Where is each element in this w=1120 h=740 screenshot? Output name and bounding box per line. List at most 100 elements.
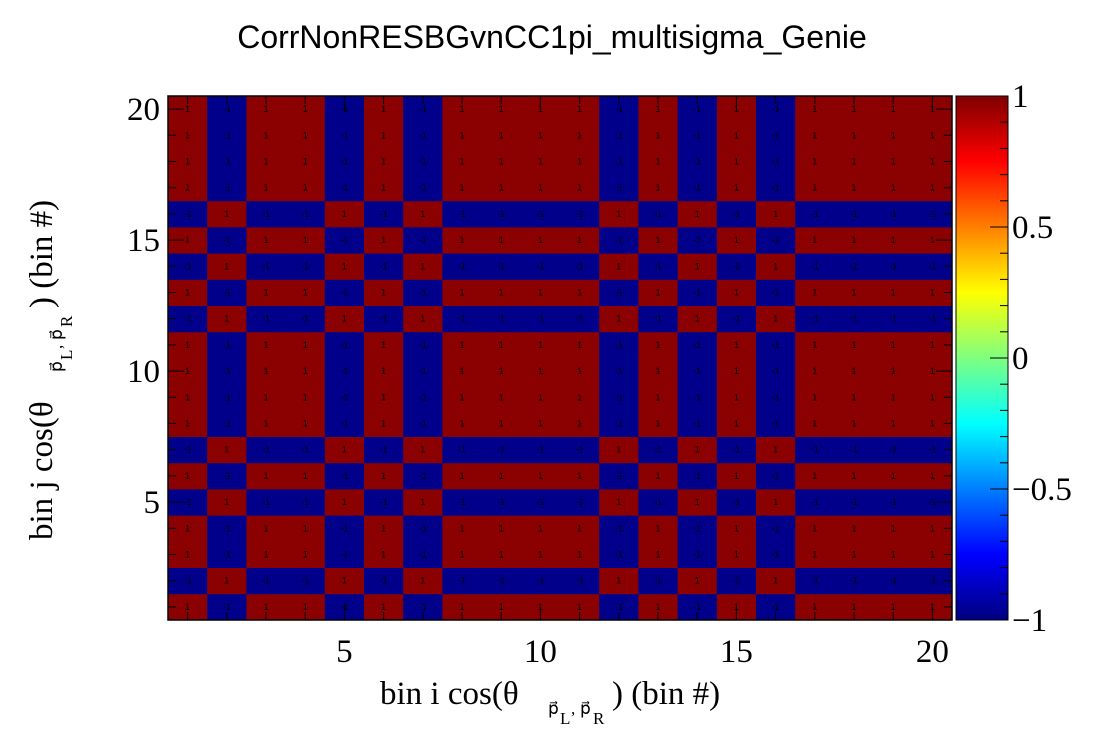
cell-value-label: 1	[577, 523, 582, 533]
heatmap-cell	[716, 174, 757, 202]
cell-value-label: 1	[655, 366, 660, 376]
heatmap-cell	[403, 200, 443, 228]
cell-value-label: -1	[615, 130, 623, 140]
cell-value-label: -1	[536, 445, 544, 455]
cell-value-label: -1	[772, 104, 780, 114]
cell-value-label: 1	[538, 130, 543, 140]
cell-value-label: 1	[734, 550, 739, 560]
cell-value-label: -1	[615, 288, 623, 298]
cell-value-label: 1	[734, 157, 739, 167]
cell-value-label: 1	[263, 392, 268, 402]
heatmap-cell	[285, 410, 326, 437]
cell-value-label: -1	[772, 366, 780, 376]
y-axis-label-main: bin j cos(θ	[24, 401, 60, 540]
cell-value-label: -1	[615, 523, 623, 533]
heatmap-cell	[716, 148, 757, 175]
cell-value-label: -1	[928, 314, 936, 324]
cell-value-label: 1	[224, 445, 229, 455]
heatmap-cell	[638, 358, 678, 385]
heatmap-cell	[364, 567, 404, 595]
cell-value-label: -1	[654, 576, 662, 586]
cell-value-label: -1	[184, 314, 192, 324]
heatmap-cell	[756, 436, 796, 464]
heatmap-cell	[246, 122, 286, 149]
cell-value-label: 1	[303, 130, 308, 140]
cell-value-label: 1	[185, 523, 190, 533]
heatmap-cell	[560, 358, 600, 385]
cell-value-label: 1	[616, 497, 621, 507]
cell-value-label: 1	[851, 550, 856, 560]
heatmap-cell	[795, 331, 835, 359]
heatmap-cell	[285, 148, 326, 175]
heatmap-cell	[795, 384, 835, 411]
cell-value-label: 1	[538, 157, 543, 167]
heatmap-cell	[677, 122, 718, 149]
y-axis-label-comma: ,	[47, 345, 66, 349]
cell-value-label: 1	[812, 183, 817, 193]
heatmap-cell	[599, 174, 639, 202]
cell-value-label: 1	[734, 235, 739, 245]
heatmap-cell	[207, 331, 247, 359]
cell-value-label: 1	[538, 550, 543, 560]
cell-value-label: 1	[891, 235, 896, 245]
cell-value-label: -1	[576, 314, 584, 324]
cell-value-label: -1	[184, 445, 192, 455]
cell-value-label: -1	[850, 497, 858, 507]
x-axis-label-sub1b: L	[560, 709, 570, 728]
cell-value-label: 1	[734, 471, 739, 481]
cell-value-label: 1	[577, 340, 582, 350]
heatmap-cell	[716, 436, 757, 464]
cell-value-label: 1	[616, 261, 621, 271]
x-axis-label-sub2b: R	[593, 709, 605, 728]
cell-value-label: -1	[536, 314, 544, 324]
cell-value-label: -1	[223, 550, 231, 560]
heatmap-cell	[560, 462, 600, 490]
cell-value-label: 1	[381, 288, 386, 298]
cell-value-label: 1	[381, 471, 386, 481]
cell-value-label: 1	[342, 314, 347, 324]
cell-value-label: 1	[538, 235, 543, 245]
heatmap-cell	[520, 384, 561, 411]
heatmap-cell	[716, 122, 757, 149]
heatmap-cell	[520, 253, 561, 280]
heatmap-cell	[403, 253, 443, 280]
cell-value-label: 1	[616, 314, 621, 324]
heatmap-cell	[520, 436, 561, 464]
heatmap-cell	[481, 567, 522, 595]
heatmap-cell	[481, 410, 522, 437]
heatmap-cell	[599, 253, 639, 280]
cell-value-label: -1	[811, 576, 819, 586]
cell-value-label: 1	[499, 392, 504, 402]
cell-value-label: -1	[223, 183, 231, 193]
heatmap-cell	[520, 567, 561, 595]
heatmap-cell	[207, 358, 247, 385]
cell-value-label: 1	[263, 366, 268, 376]
cell-value-label: 1	[538, 366, 543, 376]
cell-value-label: -1	[615, 157, 623, 167]
cell-value-label: 1	[538, 183, 543, 193]
cell-value-label: 1	[812, 130, 817, 140]
heatmap-cell	[207, 567, 247, 595]
heatmap-cell	[442, 358, 482, 385]
cell-value-label: 1	[263, 419, 268, 429]
heatmap-cell	[795, 174, 835, 202]
cell-value-label: -1	[615, 366, 623, 376]
cell-value-label: 1	[185, 550, 190, 560]
heatmap-cell	[207, 436, 247, 464]
heatmap-cell	[873, 515, 914, 542]
cell-value-label: 1	[577, 392, 582, 402]
cell-value-label: 1	[303, 523, 308, 533]
cell-value-label: 1	[891, 392, 896, 402]
cell-value-label: 1	[303, 392, 308, 402]
heatmap-cell	[834, 489, 874, 516]
cell-value-label: 1	[342, 445, 347, 455]
cell-value-label: 1	[891, 130, 896, 140]
cell-value-label: -1	[223, 130, 231, 140]
y-axis-label-sub1b: L	[57, 350, 76, 360]
heatmap-cell	[638, 174, 678, 202]
cell-value-label: 1	[812, 602, 817, 612]
cell-value-label: -1	[772, 235, 780, 245]
heatmap-cell	[364, 384, 404, 411]
heatmap-cell	[756, 515, 796, 542]
plot-frame	[167, 95, 953, 621]
